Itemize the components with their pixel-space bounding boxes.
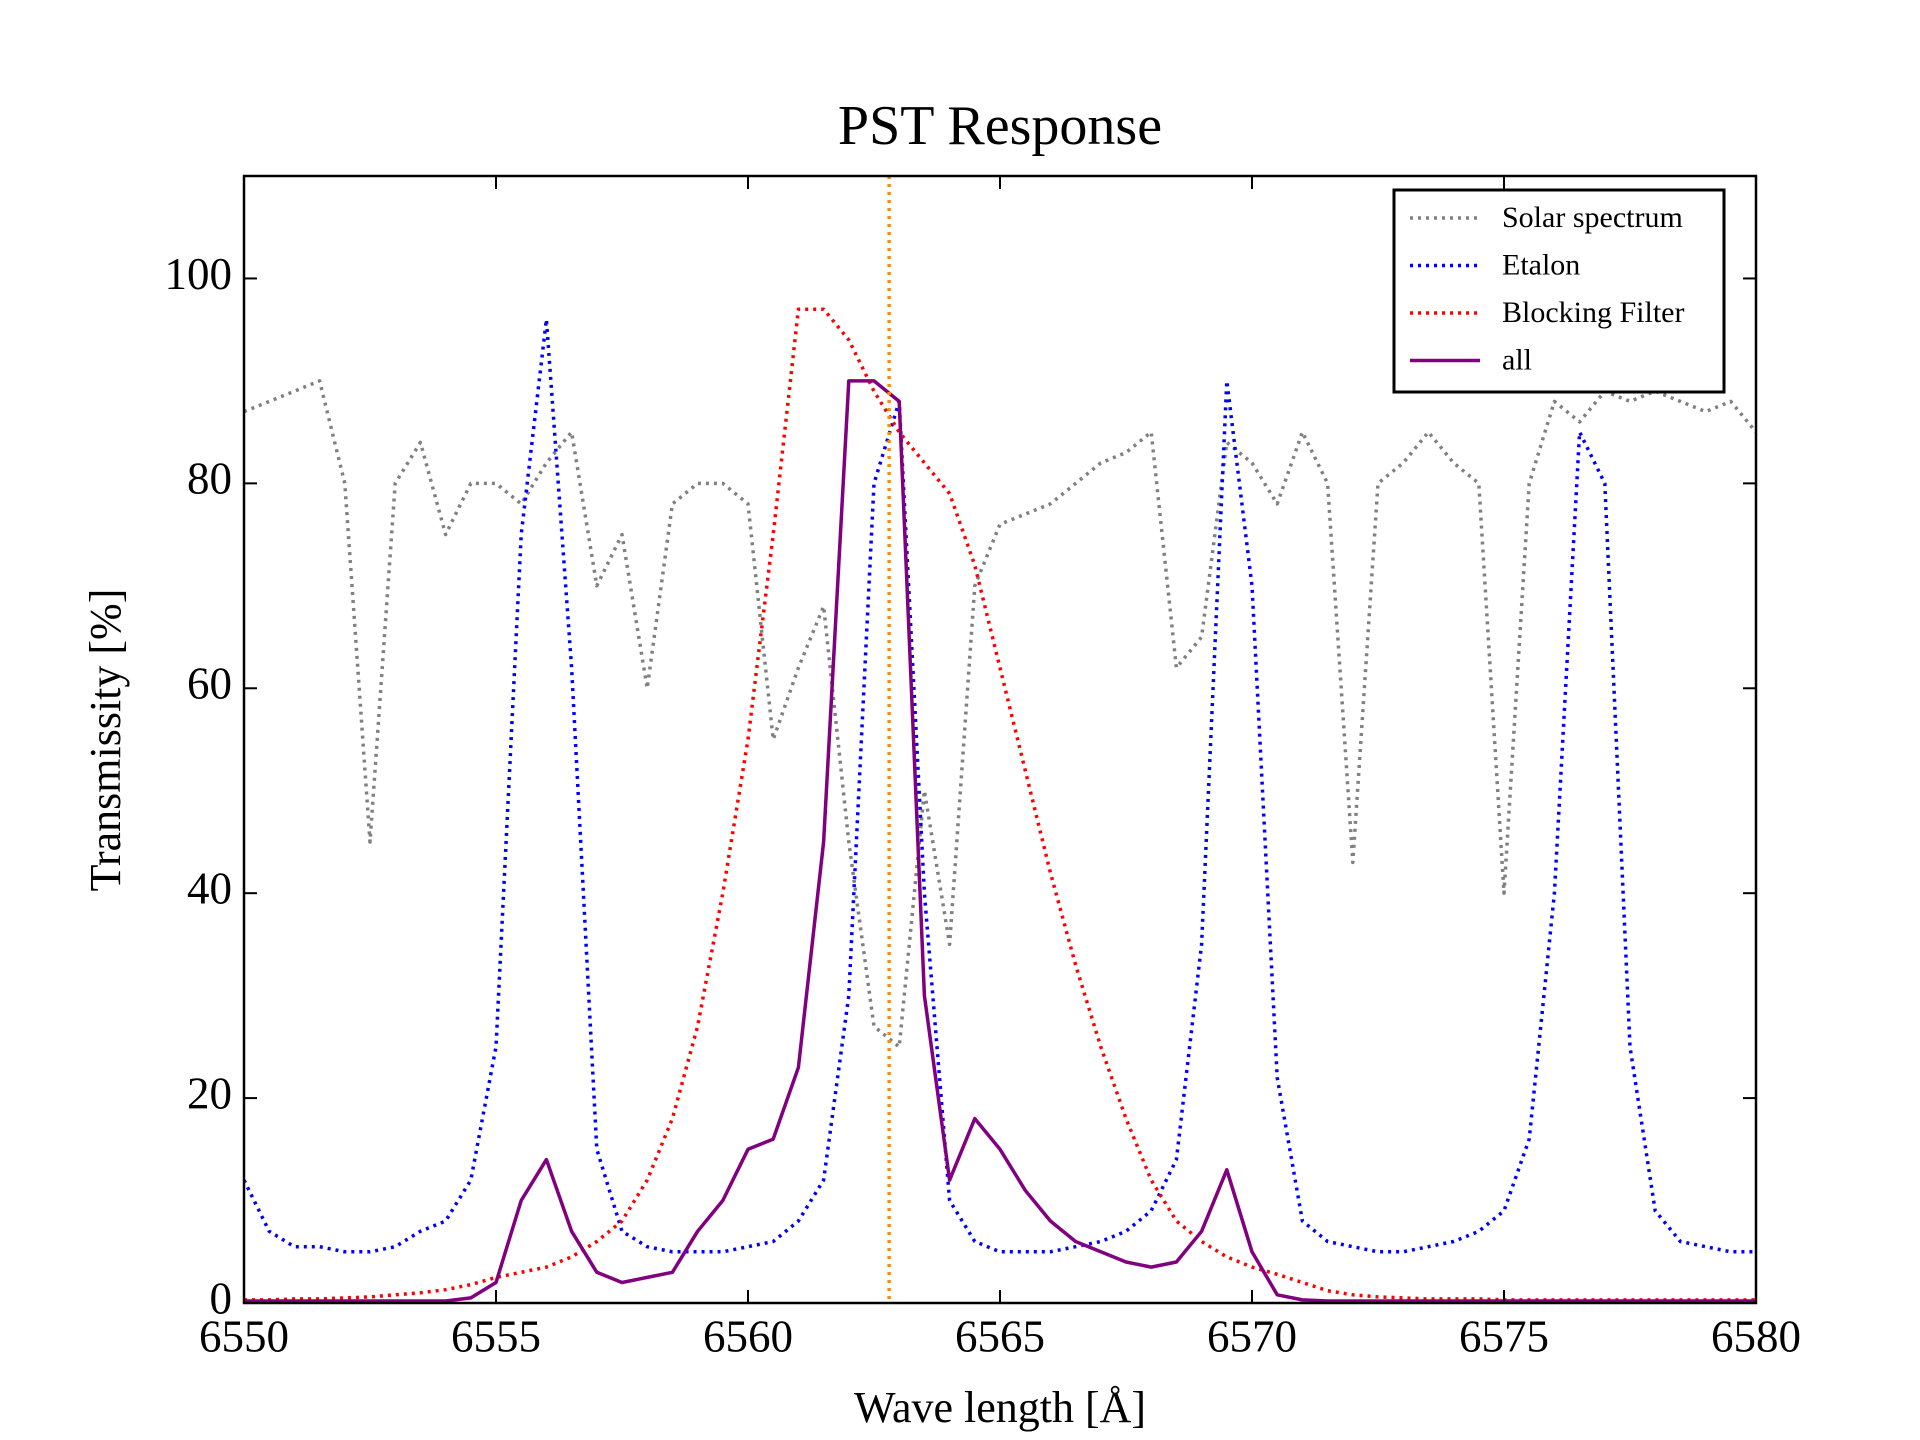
y-tick-label: 0 [210, 1273, 233, 1323]
y-tick-label: 40 [187, 864, 232, 914]
x-tick-label: 6550 [199, 1311, 289, 1361]
x-axis-label: Wave length [Å] [854, 1383, 1146, 1432]
legend-label: Blocking Filter [1502, 296, 1685, 329]
x-tick-label: 6575 [1459, 1311, 1549, 1361]
y-axis-label: Transmissity [%] [81, 589, 130, 892]
series-line [244, 379, 1756, 1303]
legend-label: Solar spectrum [1502, 201, 1683, 234]
chart-title: PST Response [838, 95, 1162, 157]
y-tick-label: 60 [187, 659, 232, 709]
x-tick-label: 6555 [451, 1311, 541, 1361]
legend-label: Etalon [1502, 248, 1580, 281]
x-tick-label: 6560 [703, 1311, 793, 1361]
legend-box [1392, 188, 1726, 394]
series-line [244, 317, 1756, 1254]
x-tick-label: 6565 [955, 1311, 1045, 1361]
y-tick-label: 80 [187, 454, 232, 504]
y-tick-label: 100 [165, 249, 233, 299]
x-tick-label: 6580 [1711, 1311, 1801, 1361]
y-tick-label: 20 [187, 1068, 232, 1118]
legend-label: all [1502, 343, 1532, 376]
x-tick-label: 6570 [1207, 1311, 1297, 1361]
series-line [244, 379, 1756, 1049]
